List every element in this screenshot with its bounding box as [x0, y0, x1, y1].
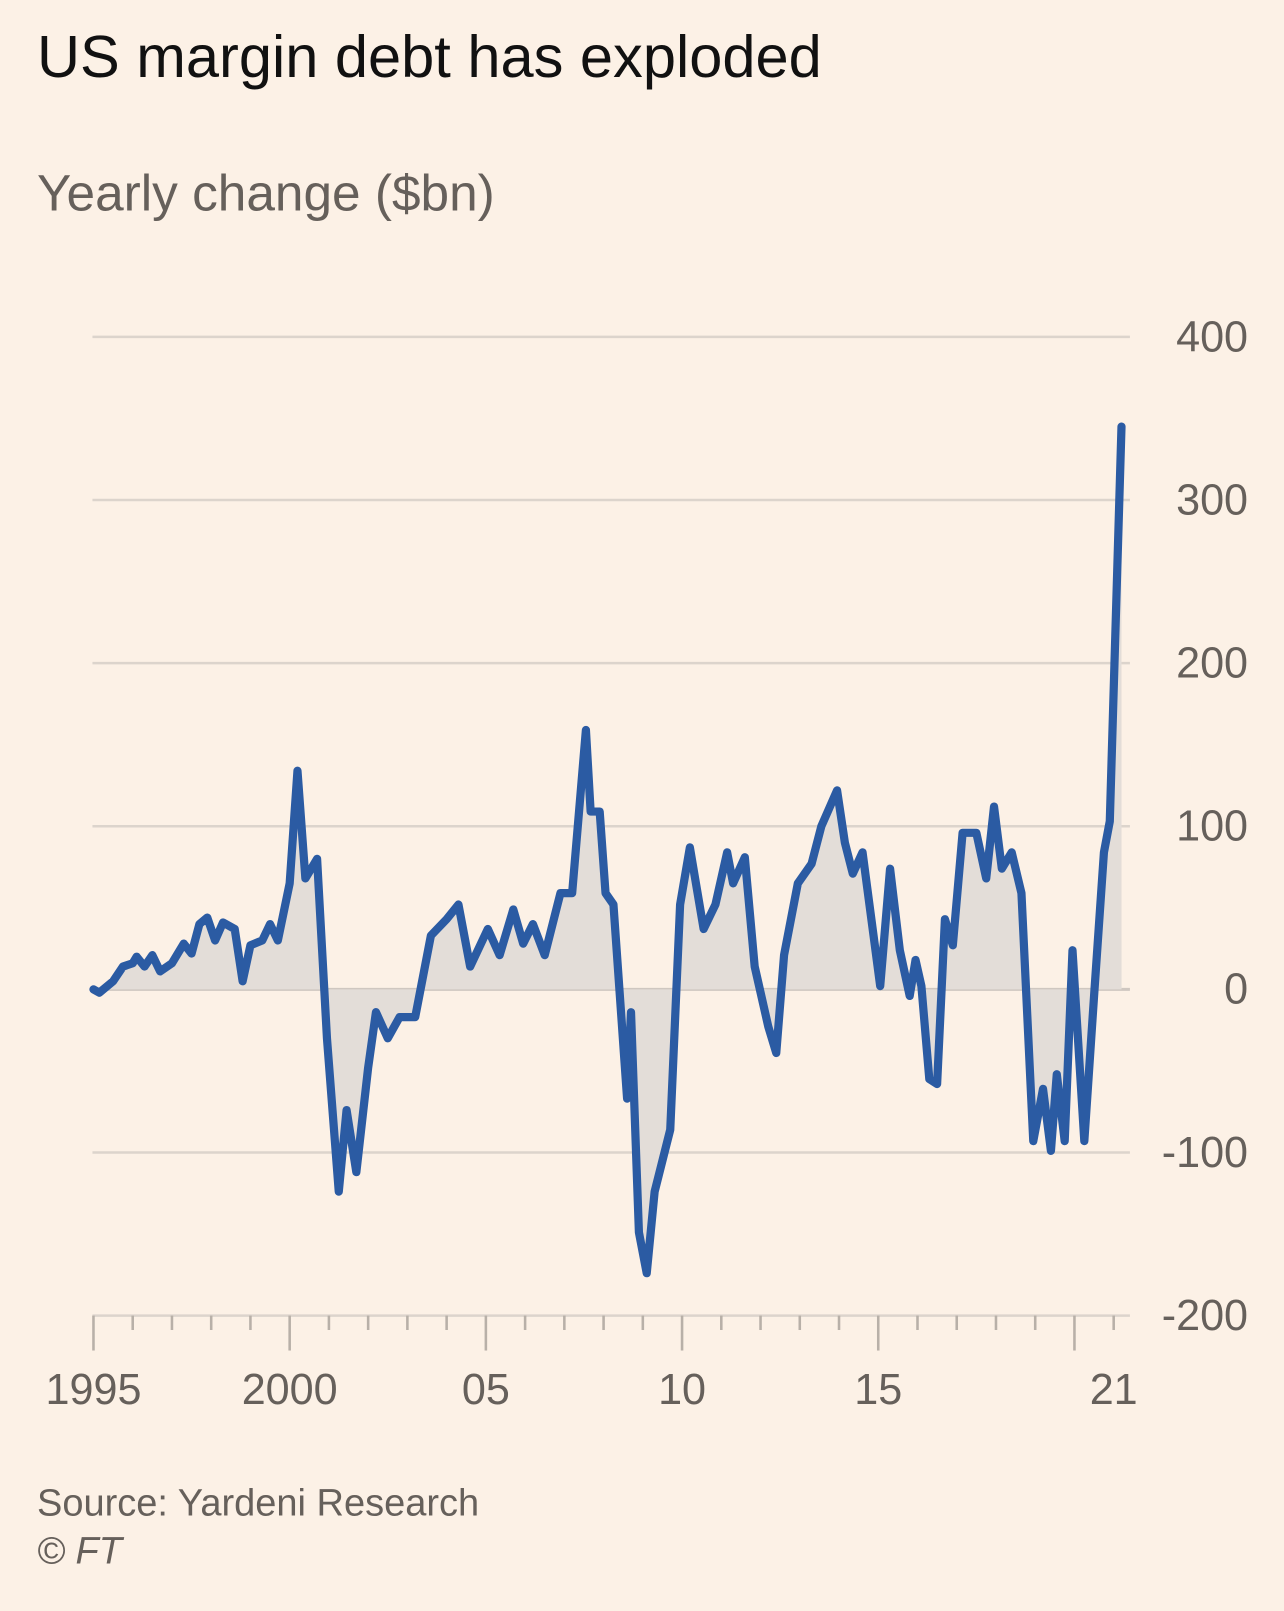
- x-tick-label: 2000: [242, 1366, 338, 1414]
- x-tick-label: 10: [658, 1366, 706, 1414]
- y-tick-label: 0: [1224, 966, 1248, 1014]
- y-tick-label: 200: [1176, 640, 1248, 688]
- y-tick-label: -200: [1162, 1292, 1248, 1340]
- copyright-note: © FT: [37, 1531, 125, 1573]
- y-tick-label: 300: [1176, 476, 1248, 524]
- chart-title: US margin debt has exploded: [37, 23, 822, 90]
- x-tick-label: 1995: [46, 1366, 142, 1414]
- y-tick-label: 400: [1176, 313, 1248, 361]
- y-axis-labels: 400 300 200 100 0 -100 -200: [1162, 313, 1248, 1340]
- y-tick-label: -100: [1162, 1129, 1248, 1177]
- series-line: [89, 422, 1126, 1278]
- x-tick-label: 15: [854, 1366, 902, 1414]
- x-axis: 1995 2000 05 10 15 21: [46, 1315, 1138, 1414]
- x-tick-label: 05: [462, 1366, 510, 1414]
- source-note: Source: Yardeni Research: [37, 1482, 479, 1524]
- gridlines: [92, 335, 1130, 1317]
- x-tick-label: 21: [1090, 1366, 1138, 1414]
- chart-subtitle: Yearly change ($bn): [37, 165, 495, 222]
- y-tick-label: 100: [1176, 803, 1248, 851]
- area-fill: [93, 426, 1122, 1274]
